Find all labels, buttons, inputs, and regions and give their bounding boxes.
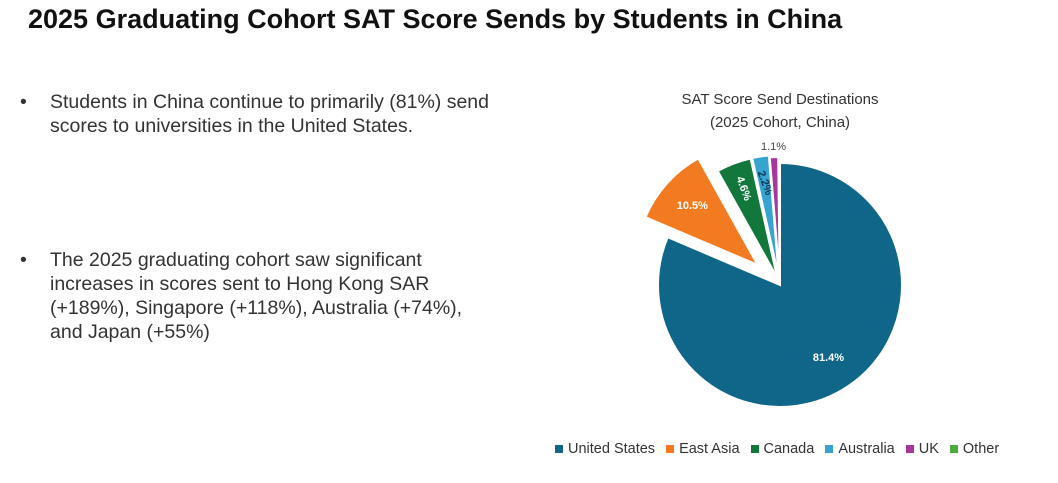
bullet-text: Students in China continue to primarily … <box>50 91 489 137</box>
legend-swatch <box>750 445 759 453</box>
bullet-text: The 2025 graduating cohort saw significa… <box>50 249 463 343</box>
legend-label: UK <box>918 441 939 457</box>
data-label: 1.1% <box>761 141 786 153</box>
legend-item: Australia <box>825 441 895 457</box>
bullet-dot: • <box>20 249 27 271</box>
legend: United States East Asia Canada Australia UK O… <box>555 441 999 457</box>
slide-title: 2025 Graduating Cohort SAT Score Sends b… <box>28 4 843 34</box>
bullet-2: • The 2025 graduating cohort saw signific… <box>20 248 500 344</box>
chart-title-block: SAT Score Send Destinations (2025 Cohort… <box>630 88 930 134</box>
legend-swatch <box>825 445 834 453</box>
legend-label: East Asia <box>679 441 740 457</box>
pie-slice-east-asia <box>644 157 760 268</box>
legend-item: Other <box>949 441 1000 457</box>
chart-title: SAT Score Send Destinations <box>681 91 879 108</box>
legend-swatch <box>666 445 675 453</box>
legend-label: Other <box>962 441 1000 457</box>
pie-slice-other <box>777 155 781 280</box>
bullet-1: • Students in China continue to primarily… <box>20 90 500 138</box>
data-label: 81.4% <box>813 352 844 364</box>
data-label: 10.5% <box>677 200 708 212</box>
pie-slice-united-states <box>657 161 903 408</box>
bullet-dot: • <box>20 91 27 113</box>
pie-slice-canada <box>716 157 779 279</box>
legend-item: East Asia <box>666 441 740 457</box>
legend-label: Australia <box>838 441 895 457</box>
legend-label: Canada <box>763 441 815 457</box>
legend-item: UK <box>905 441 939 457</box>
legend-swatch <box>905 445 914 453</box>
legend-label: United States <box>568 441 656 457</box>
chart-subtitle: (2025 Cohort, China) <box>709 114 851 131</box>
legend-swatch <box>555 445 563 453</box>
legend-swatch <box>949 445 958 453</box>
legend-item: Canada <box>750 441 815 457</box>
pie-slice-australia <box>750 154 780 278</box>
legend-item: United States <box>555 441 655 457</box>
